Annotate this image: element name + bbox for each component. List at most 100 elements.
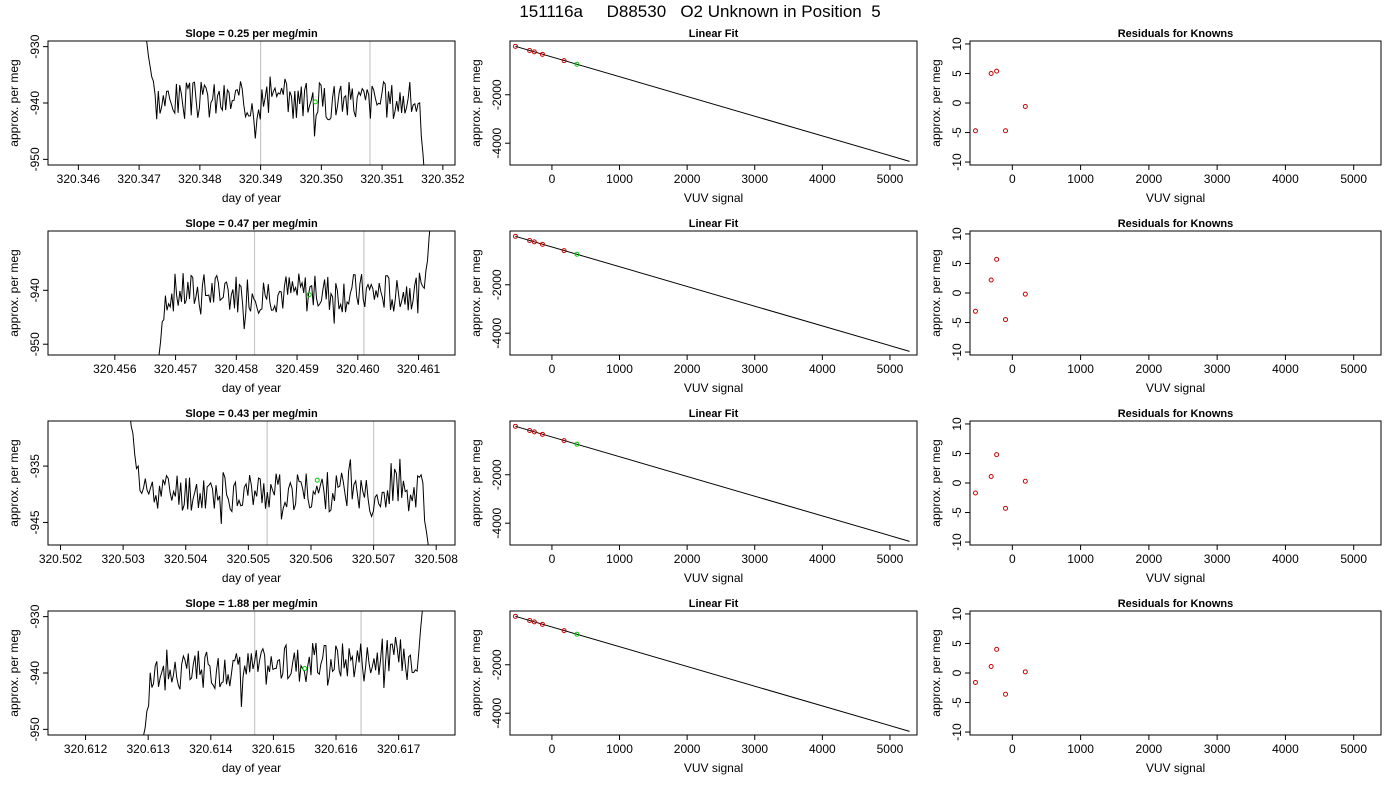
x-tick-label: 1000 <box>1067 362 1094 376</box>
panel-residuals-3: 0 1000 2000 3000 4000 5000 -10 -5 0 5 10 Residuals … <box>929 408 1382 585</box>
known-point <box>1003 691 1009 697</box>
x-tick-label: 4000 <box>1272 552 1299 566</box>
x-tick-label: 0 <box>549 172 556 186</box>
x-tick-label: 320.459 <box>275 362 319 376</box>
x-tick-label: 0 <box>549 742 556 756</box>
known-point <box>561 58 567 64</box>
x-tick-label: 320.461 <box>397 362 441 376</box>
known-point <box>539 431 545 437</box>
x-tick-label: 320.347 <box>117 172 161 186</box>
x-tick-label: 3000 <box>741 742 768 756</box>
known-point <box>512 423 518 429</box>
x-tick-label: 3000 <box>741 362 768 376</box>
panel-title: Slope = 0.25 per meg/min <box>185 28 318 40</box>
x-tick-label: 2000 <box>1136 552 1163 566</box>
x-tick-label: 3000 <box>741 552 768 566</box>
x-tick-label: 320.506 <box>289 552 333 566</box>
x-tick-label: 320.505 <box>227 552 271 566</box>
known-point <box>1022 478 1028 484</box>
x-axis-label: VUV signal <box>684 191 743 205</box>
known-point <box>527 617 533 623</box>
known-point <box>988 277 994 283</box>
plot-area <box>130 421 429 545</box>
y-axis-label: approx. per meg <box>929 249 943 336</box>
x-axis-label: day of year <box>222 571 281 585</box>
x-tick-label: 320.504 <box>164 552 208 566</box>
plot-frame <box>47 230 456 356</box>
panel-linear-fit-2: 0 1000 2000 3000 4000 5000 -4000 -2000 Linear Fi… <box>469 218 918 395</box>
known-point <box>531 49 537 55</box>
y-tick-label: -945 <box>28 510 42 534</box>
plot-area <box>512 613 910 732</box>
panel-residuals-4: 0 1000 2000 3000 4000 5000 -10 -5 0 5 10 Residuals … <box>929 598 1382 775</box>
x-tick-label: 320.613 <box>126 742 170 756</box>
plot-area <box>143 611 423 735</box>
x-tick-label: 320.617 <box>377 742 421 756</box>
x-axis-label: VUV signal <box>684 381 743 395</box>
x-tick-label: 1000 <box>1067 172 1094 186</box>
x-tick-label: 3000 <box>741 172 768 186</box>
unknown-marker <box>312 99 318 105</box>
panel-linear-fit-1: 0 1000 2000 3000 4000 5000 -4000 -2000 Linear Fi… <box>469 28 918 205</box>
plot-frame <box>47 420 456 546</box>
y-tick-label: -950 <box>28 332 42 356</box>
x-tick-label: 320.507 <box>352 552 396 566</box>
x-tick-label: 320.346 <box>57 172 101 186</box>
x-tick-label: 0 <box>1009 552 1016 566</box>
known-point <box>988 664 994 670</box>
y-axis-label: approx. per meg <box>469 629 483 716</box>
x-tick-label: 0 <box>549 552 556 566</box>
fit-line <box>515 235 910 352</box>
y-tick-label: 0 <box>950 289 964 296</box>
unknown-point <box>574 631 580 637</box>
data-trace <box>158 231 431 355</box>
panel-time-series-1: 320.346 320.347 320.348 320.349 320.350 320.3… <box>7 28 465 205</box>
known-point <box>972 308 978 314</box>
plot-frame <box>47 40 456 166</box>
panel-title: Slope = 1.88 per meg/min <box>185 598 318 610</box>
known-point <box>1003 317 1009 323</box>
x-tick-label: 320.352 <box>421 172 465 186</box>
x-axis-label: day of year <box>222 761 281 775</box>
x-axis-label: day of year <box>222 191 281 205</box>
data-trace <box>146 41 425 165</box>
panel-title: Linear Fit <box>689 598 739 610</box>
y-tick-label: -10 <box>950 723 964 741</box>
known-point <box>512 43 518 49</box>
page-title: 151116a D88530 O2 Unknown in Position 5 <box>519 2 881 21</box>
known-point <box>512 233 518 239</box>
x-tick-label: 320.348 <box>178 172 222 186</box>
known-point <box>531 429 537 435</box>
plot-frame <box>509 420 918 546</box>
x-tick-label: 5000 <box>1340 552 1367 566</box>
known-point <box>561 438 567 444</box>
x-tick-label: 2000 <box>674 742 701 756</box>
known-point <box>1003 128 1009 134</box>
x-axis-label: VUV signal <box>1146 191 1205 205</box>
known-point <box>1022 104 1028 110</box>
y-axis-label: approx. per meg <box>469 249 483 336</box>
y-axis-label: approx. per meg <box>7 439 21 526</box>
known-point <box>561 248 567 254</box>
y-tick-label: -950 <box>28 147 42 171</box>
panel-title: Residuals for Knowns <box>1118 598 1234 610</box>
plot-area <box>972 452 1028 511</box>
x-tick-label: 320.502 <box>39 552 83 566</box>
panel-title: Residuals for Knowns <box>1118 218 1234 230</box>
y-axis-label: approx. per meg <box>469 59 483 146</box>
x-tick-label: 4000 <box>809 362 836 376</box>
panel-title: Linear Fit <box>689 28 739 40</box>
x-tick-label: 320.349 <box>239 172 283 186</box>
y-tick-label: -2000 <box>490 459 504 490</box>
y-tick-label: -950 <box>28 717 42 741</box>
x-tick-label: 5000 <box>1340 362 1367 376</box>
plot-area <box>972 256 1028 323</box>
y-tick-label: -2000 <box>490 79 504 110</box>
panel-time-series-3: 320.502 320.503 320.504 320.505 320.506 320.5… <box>7 408 458 585</box>
y-axis-label: approx. per meg <box>7 59 21 146</box>
x-tick-label: 320.456 <box>93 362 137 376</box>
plot-area <box>146 41 425 165</box>
y-tick-label: 5 <box>950 70 964 77</box>
x-tick-label: 5000 <box>877 742 904 756</box>
plot-frame <box>47 610 456 736</box>
